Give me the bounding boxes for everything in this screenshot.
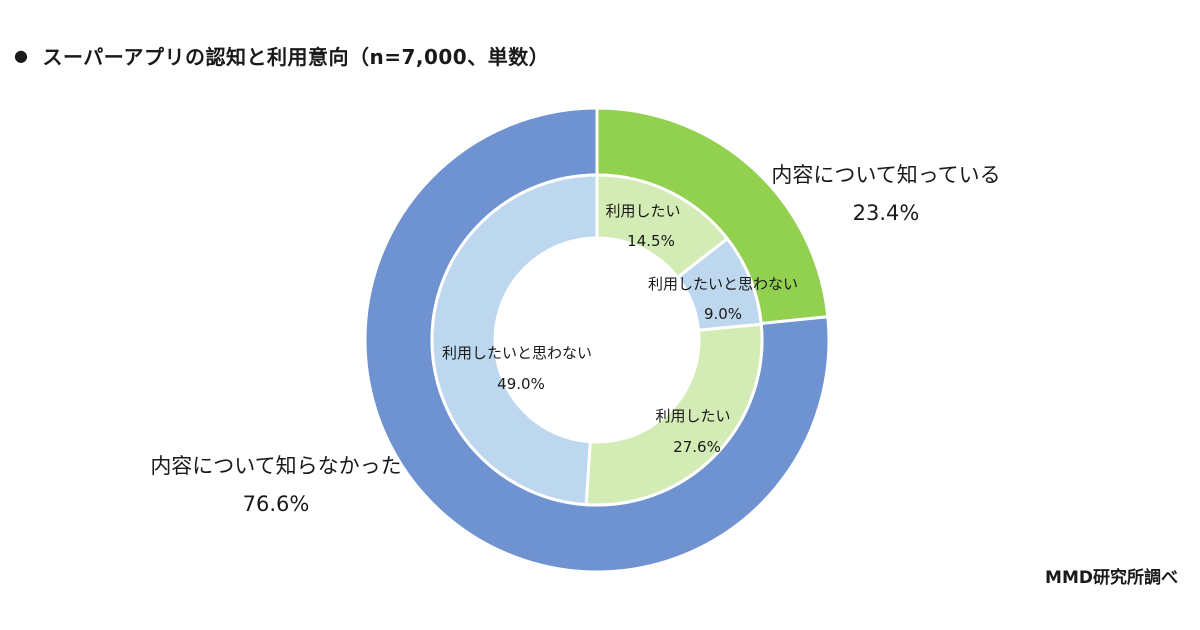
inner-ring <box>430 173 764 507</box>
inner-value-2: 27.6% <box>673 438 721 456</box>
inner-label-0: 利用したい <box>605 202 680 220</box>
inner-label-2: 利用したい <box>655 407 730 425</box>
inner-value-0: 14.5% <box>627 232 675 250</box>
inner-label-1: 利用したいと思わない <box>648 275 798 293</box>
source-credit: MMD研究所調べ <box>1045 568 1178 588</box>
data-labels: 内容について知っている 23.4% 内容について知らなかった 76.6% 利用したい 14… <box>150 163 1000 516</box>
outer-value-1: 76.6% <box>243 492 310 516</box>
bullet-icon: ● <box>14 45 29 65</box>
outer-label-1: 内容について知らなかった <box>150 454 401 478</box>
inner-slice-2 <box>584 322 764 507</box>
chart-title: スーパーアプリの認知と利用意向（n=7,000、単数） <box>42 44 550 69</box>
inner-label-3: 利用したいと思わない <box>442 344 592 362</box>
chart-title-row: ● スーパーアプリの認知と利用意向（n=7,000、単数） <box>14 40 549 70</box>
inner-value-1: 9.0% <box>704 305 742 323</box>
outer-label-0: 内容について知っている <box>771 163 1000 187</box>
inner-slice-3 <box>430 173 599 507</box>
inner-value-3: 49.0% <box>497 375 545 393</box>
outer-value-0: 23.4% <box>853 201 920 225</box>
